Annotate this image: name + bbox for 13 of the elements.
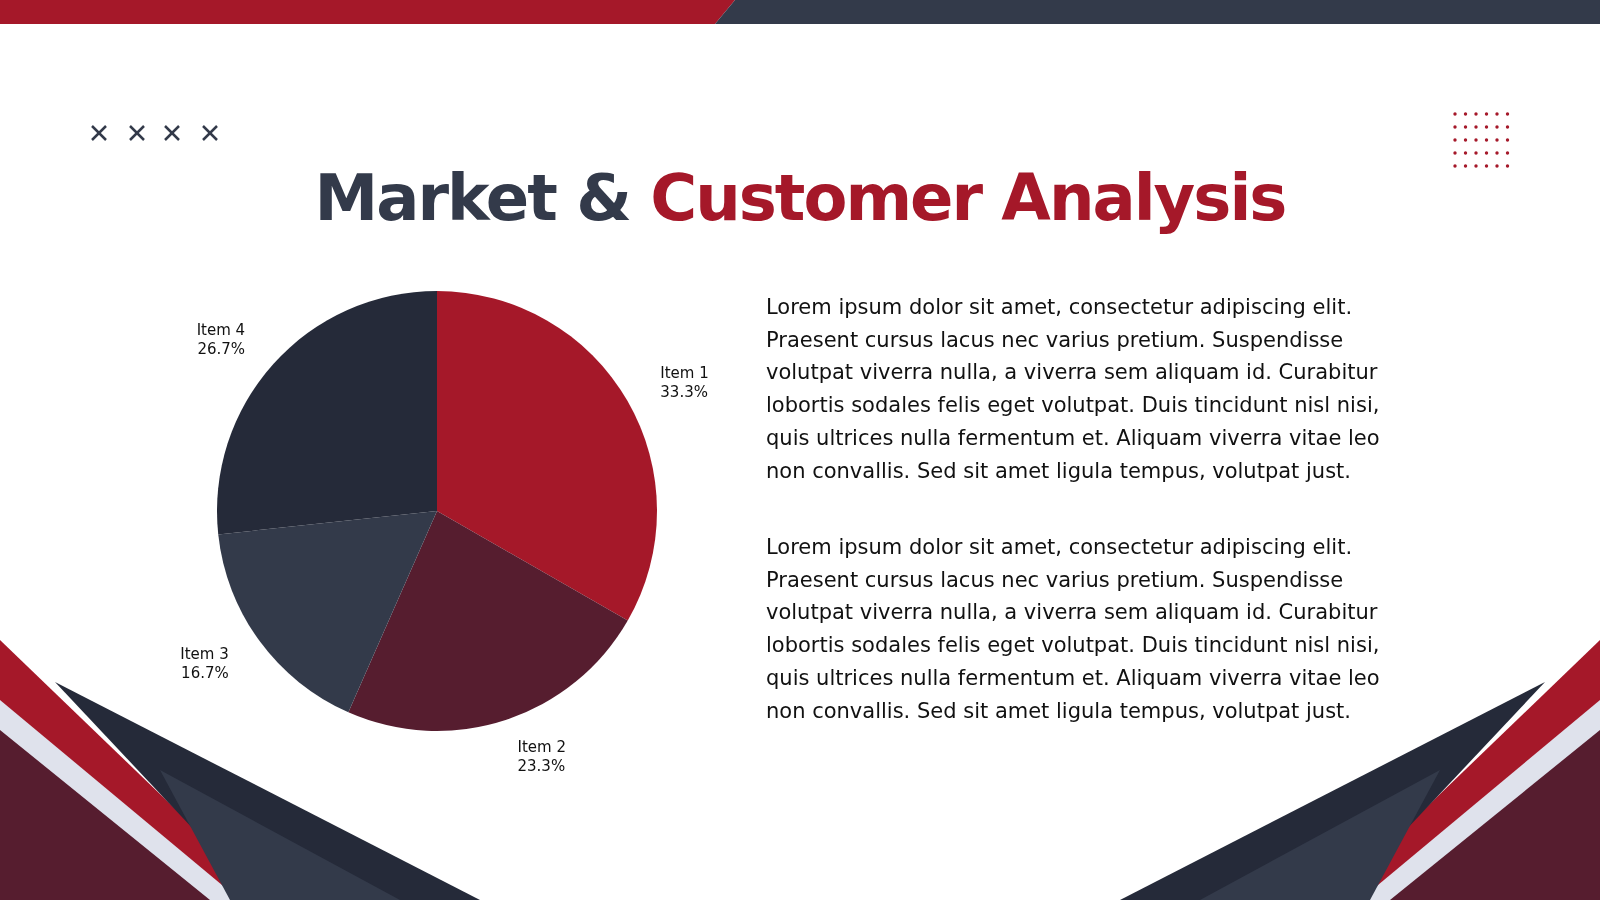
pie-slice — [437, 291, 657, 621]
slice-label: Item 3 — [180, 645, 229, 664]
slice-label: Item 4 — [196, 320, 246, 339]
slice-label: Item 1 — [660, 363, 709, 382]
chart-title: Market & Customer Analysis — [314, 161, 1286, 235]
data-label: 33.3% — [660, 382, 708, 401]
data-label: 26.7% — [197, 339, 246, 358]
text: Lorem ipsum dolor sit amet, consectetur adipiscing elit. Praesent cursus lacus nec varius pretium. Suspendisse volutpat viverra nulla, a viverra sem aliquam id. Curabitur lobortis sodales felis eget volutpat. Duis tincidunt nisl nisi, quis ultrices nulla fermentum et. Aliquam viverra vitae leo non convallis. Sed sit amet ligula tempus, volutpat just. — [766, 295, 1380, 483]
data-label: 16.7% — [181, 664, 229, 683]
text: Lorem ipsum dolor sit amet, consectetur adipiscing elit. Praesent cursus lacus nec varius pretium. Suspendisse volutpat viverra nulla, a viverra sem aliquam id. Curabitur lobortis sodales felis eget volutpat. Duis tincidunt nisl nisi, quis ultrices nulla fermentum et. Aliquam viverra vitae leo non convallis. Sed sit amet ligula tempus, volutpat just. — [766, 535, 1380, 723]
slice-label: Item 2 — [517, 738, 566, 757]
pie-slice — [348, 511, 628, 731]
data-label: 23.3% — [517, 757, 566, 776]
